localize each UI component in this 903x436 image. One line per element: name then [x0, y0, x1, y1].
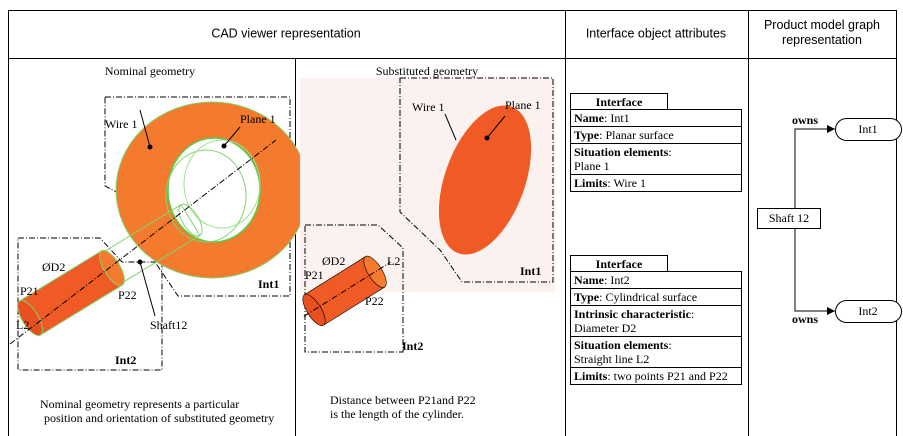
- table-row: Type: Planar surface: [570, 126, 742, 144]
- row-label: Situation elements: [574, 338, 669, 352]
- table-row: Type: Cylindrical surface: [570, 288, 742, 306]
- leader-dot: [147, 144, 153, 150]
- edge-label: owns: [792, 312, 818, 326]
- interface-table: Interface Name: Int1 Type: Planar surface S…: [570, 93, 742, 192]
- geometry-label: P22: [118, 288, 137, 302]
- wire: [183, 139, 261, 229]
- row-text: : Wire 1: [607, 176, 646, 190]
- cylinder-end: [98, 249, 125, 287]
- geometry-label: Shaft12: [150, 318, 187, 332]
- table-row: Limits: two points P21 and P22: [570, 367, 742, 385]
- row-label: Intrinsic characteristic: [574, 307, 691, 321]
- row-label: Type: [574, 128, 600, 142]
- leader-dot: [137, 259, 143, 265]
- geometry-label: Int1: [258, 277, 279, 291]
- leader-dot: [484, 135, 490, 141]
- leader: [486, 115, 506, 139]
- arrow: [827, 307, 835, 315]
- row-text: : Int2: [604, 273, 630, 287]
- table-row: Name: Int1: [570, 109, 742, 127]
- node-label: Int2: [858, 304, 877, 318]
- caption: Distance between P21and P22: [330, 393, 476, 407]
- geometry-label: Wire 1: [105, 117, 138, 131]
- geometry-label: Int1: [520, 264, 541, 278]
- node: [835, 300, 902, 323]
- int1-box: [399, 77, 554, 283]
- leader-dot: [221, 143, 227, 149]
- row-label: Limits: [574, 176, 608, 190]
- node: [835, 118, 902, 141]
- wire: [165, 149, 247, 243]
- arrow: [827, 125, 835, 133]
- table-title: Interface: [570, 255, 668, 272]
- header-title: CAD viewer representation: [211, 26, 360, 40]
- header-title: Product model graph representation: [764, 18, 880, 47]
- geometry-label: Int2: [402, 339, 423, 353]
- geometry-label: L2: [16, 318, 29, 332]
- shaft: [17, 203, 203, 337]
- row-text: : Straight line L2: [574, 338, 672, 366]
- leader: [139, 261, 156, 317]
- row-text: : Cylindrical surface: [599, 290, 698, 304]
- interface-table: Interface Name: Int2 Type: Cylindrical sur…: [570, 255, 742, 385]
- geometry-label: P22: [365, 294, 384, 308]
- geometry-label: L2: [387, 254, 400, 268]
- geometry-label: P21: [305, 268, 324, 282]
- table-row: Limits: Wire 1: [570, 174, 742, 192]
- row-label: Limits: [574, 369, 608, 383]
- cylinder-group: [302, 255, 391, 327]
- root-node: [757, 208, 821, 229]
- table-row: Name: Int2: [570, 271, 742, 289]
- geometry-label: Plane 1: [505, 98, 541, 112]
- geometry-label: Int2: [115, 353, 136, 367]
- shaft-wire: [178, 203, 203, 237]
- frame: [8, 10, 897, 436]
- edge: [794, 228, 835, 312]
- geometry-label: ØD2: [42, 260, 65, 274]
- table-row: Intrinsic characteristic: Diameter D2: [570, 305, 742, 337]
- row-text: : Diameter D2: [574, 307, 695, 335]
- row-text: : two points P21 and P22: [607, 369, 728, 383]
- plane: [438, 105, 532, 255]
- node-label: Int1: [858, 122, 877, 136]
- row-text: : Planar surface: [599, 128, 674, 142]
- geometry-label: Wire 1: [412, 100, 445, 114]
- table-row: Situation elements: Straight line L2: [570, 336, 742, 368]
- int2-box: [304, 224, 404, 353]
- leader: [444, 113, 457, 141]
- axis-line: [9, 139, 277, 345]
- root-label: Shaft 12: [769, 211, 809, 225]
- section-title: Nominal geometry: [105, 64, 195, 78]
- caption: Nominal geometry represents a particular: [40, 397, 239, 411]
- geometry-label: Plane 1: [240, 112, 276, 126]
- table-row: Situation elements: Plane 1: [570, 143, 742, 175]
- cylinder-end: [17, 299, 43, 337]
- row-label: Situation elements: [574, 145, 669, 159]
- row-label: Type: [574, 290, 600, 304]
- ring-hole: [167, 137, 261, 243]
- edge-label: owns: [792, 113, 818, 127]
- caption: is the length of the cylinder.: [330, 407, 464, 421]
- geometry-label: P21: [20, 284, 39, 298]
- row-label: Name: [574, 273, 604, 287]
- table-title: Interface: [570, 93, 668, 110]
- row-label: Name: [574, 111, 604, 125]
- leader: [139, 109, 151, 148]
- section-title: Substituted geometry: [376, 64, 478, 78]
- row-text: : Int1: [604, 111, 630, 125]
- header-title: Interface object attributes: [586, 26, 726, 40]
- row-text: : Plane 1: [574, 145, 672, 173]
- caption: position and orientation of substituted …: [44, 411, 274, 425]
- leader: [223, 126, 241, 147]
- edge: [794, 128, 835, 208]
- geometry-label: ØD2: [322, 254, 345, 268]
